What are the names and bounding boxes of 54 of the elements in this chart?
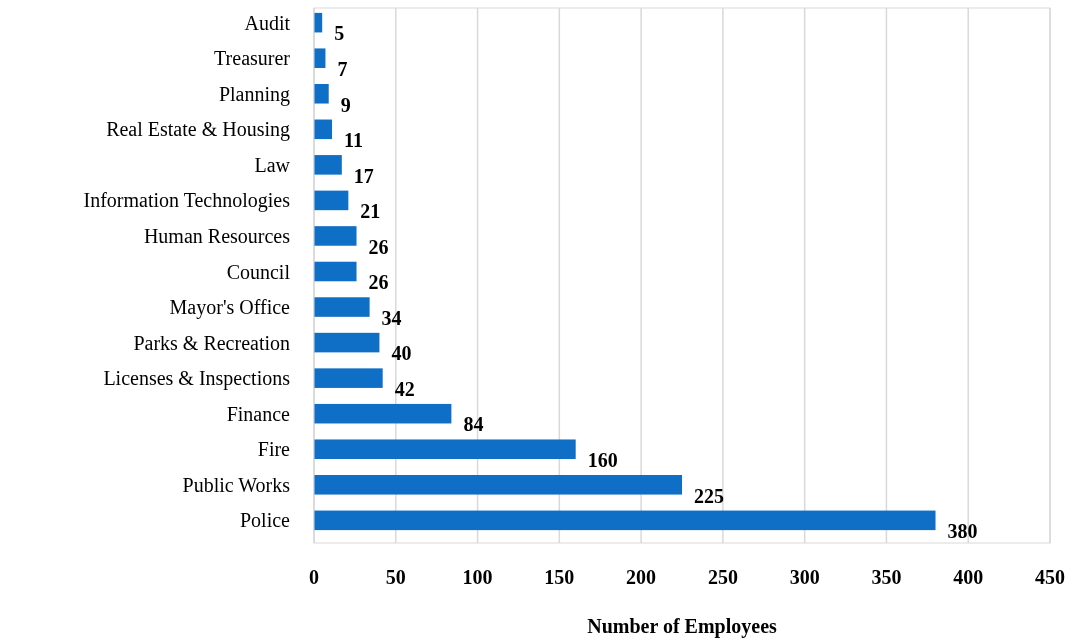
x-tick-label: 450 (1035, 566, 1065, 588)
x-axis-title: Number of Employees (587, 615, 778, 638)
y-tick-label: Parks & Recreation (133, 331, 290, 354)
bar (314, 439, 576, 460)
data-label: 34 (381, 306, 402, 329)
bar (314, 83, 329, 104)
y-tick-label: Information Technologies (83, 189, 291, 213)
y-tick-label: Planning (218, 82, 290, 106)
y-tick-label: Public Works (182, 473, 291, 496)
data-label: 5 (334, 22, 345, 45)
data-label: 26 (368, 271, 389, 294)
y-tick-label: Mayor's Office (169, 296, 291, 320)
data-label: 225 (694, 484, 724, 507)
data-label: 21 (360, 200, 381, 223)
bar (314, 261, 357, 282)
bar (314, 368, 383, 388)
y-tick-label: Finance (226, 402, 291, 425)
data-label: 84 (463, 413, 484, 436)
bar (314, 155, 342, 175)
x-tick-label: 350 (871, 566, 902, 588)
x-tick-label: 50 (385, 566, 406, 588)
data-label: 40 (391, 342, 412, 365)
data-label: 160 (587, 449, 618, 472)
x-tick-label: 300 (789, 566, 820, 588)
y-tick-label: Real Estate & Housing (106, 118, 290, 142)
x-tick-label: 150 (544, 566, 575, 588)
y-tick-label: Audit (244, 11, 291, 34)
y-tick-label: Law (254, 153, 291, 176)
bar (314, 226, 357, 246)
bar (314, 475, 682, 495)
y-tick-label: Police (240, 509, 291, 532)
data-label: 9 (340, 93, 351, 116)
y-tick-label: Licenses & Inspections (103, 367, 291, 391)
x-tick-label: 250 (707, 566, 738, 588)
data-label: 17 (353, 164, 374, 187)
x-tick-label: 0 (309, 566, 319, 588)
data-label: 26 (368, 235, 389, 258)
data-label: 380 (947, 520, 978, 543)
bar (314, 403, 452, 424)
bar (314, 297, 370, 317)
bar (314, 510, 936, 531)
x-tick-label: 100 (462, 566, 493, 588)
data-label: 11 (343, 129, 363, 152)
y-tick-label: Human Resources (143, 224, 291, 247)
bar (314, 190, 349, 211)
bar (314, 332, 380, 353)
bar (314, 119, 332, 140)
data-label: 42 (394, 377, 415, 400)
y-tick-label: Treasurer (214, 47, 291, 70)
x-tick-label: 200 (626, 566, 657, 588)
y-tick-label: Fire (257, 438, 291, 461)
data-label: 7 (337, 57, 348, 80)
y-tick-label: Council (226, 260, 291, 283)
x-tick-label: 400 (953, 566, 984, 588)
